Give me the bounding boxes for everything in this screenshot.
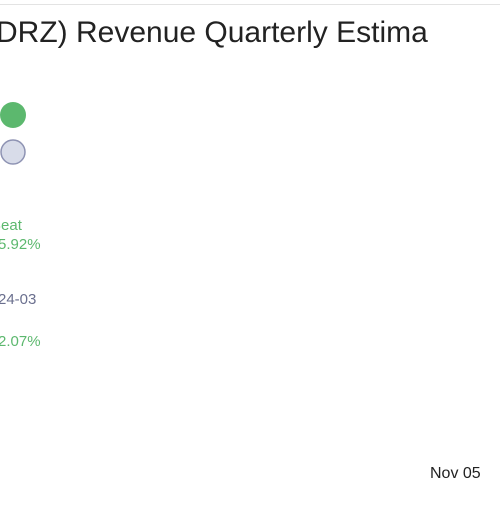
chart-title: DRZ) Revenue Quarterly Estima — [0, 16, 428, 49]
period-label: 24-03 — [0, 291, 36, 308]
legend-marker-beat — [0, 102, 26, 128]
beat-percent: 5.92% — [0, 236, 41, 253]
legend-marker-estimate — [0, 139, 26, 165]
beat-label: Beat — [0, 217, 23, 234]
second-percent: 2.07% — [0, 333, 41, 350]
x-tick-label: Nov 05 — [430, 465, 481, 482]
